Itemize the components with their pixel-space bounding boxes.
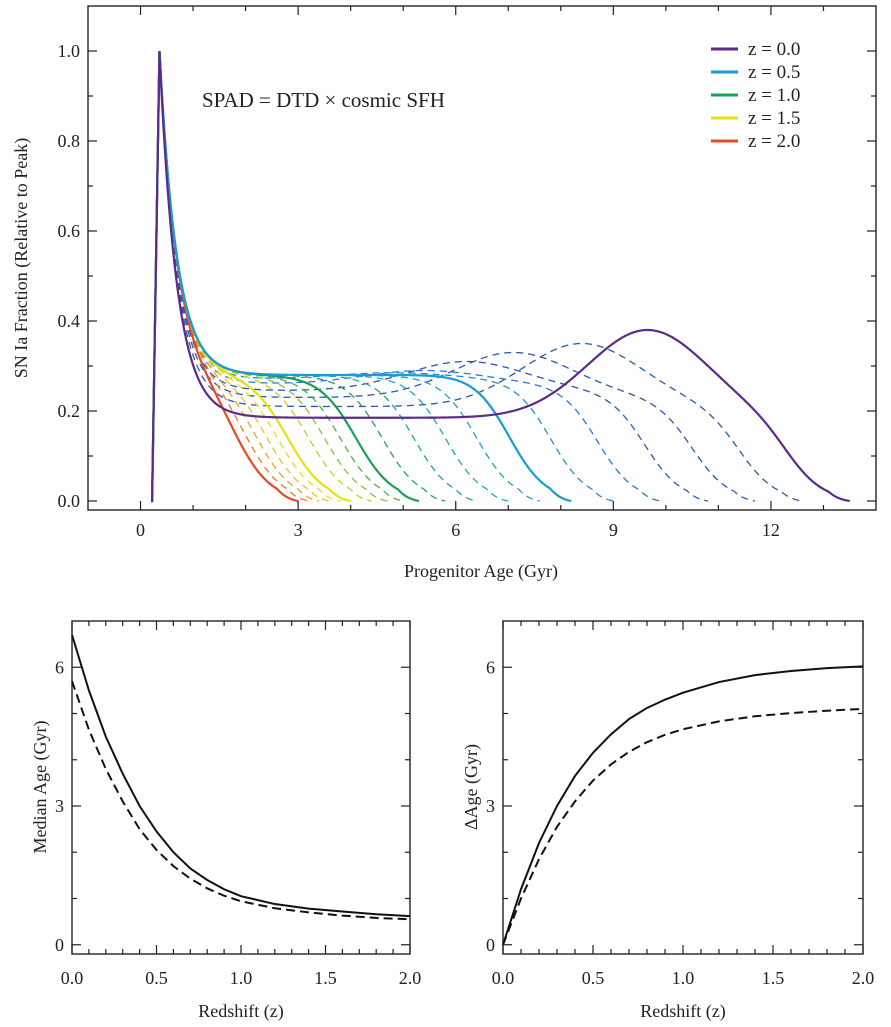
delta-age-panel: 0.0 0.5 1.0 1.5 2.0 0 3 6 Redshift (z) ΔAge (G…	[461, 620, 875, 1022]
delta-age-plot-frame	[502, 620, 864, 955]
dashed-series-line	[502, 707, 864, 946]
dashed-intermediate-curve	[151, 50, 404, 502]
legend: z = 0.0z = 0.5z = 1.0z = 1.5z = 2.0	[711, 39, 800, 152]
legend-label: z = 1.5	[748, 108, 800, 129]
median-age-x-axis-title: Redshift (z)	[198, 1001, 283, 1022]
x-tick-label: 1.0	[672, 968, 695, 988]
dashed-intermediate-curve	[151, 50, 803, 502]
x-tick-label: 2.0	[852, 968, 875, 988]
spad-annotation: SPAD = DTD × cosmic SFH	[202, 88, 445, 112]
median-age-panel: 0.0 0.5 1.0 1.5 2.0 0 3 6 Redshift (z) Median …	[30, 620, 422, 1022]
top-y-axis-title: SN Ia Fraction (Relative to Peak)	[11, 138, 32, 378]
top-x-axis-title: Progenitor Age (Gyr)	[404, 561, 558, 582]
median-age-y-ticks: 0 3 6	[55, 657, 410, 955]
legend-label: z = 0.0	[748, 39, 800, 60]
median-age-y-axis-title: Median Age (Gyr)	[30, 721, 51, 854]
y-tick-label: 0.8	[58, 131, 81, 151]
delta-age-x-axis-title: Redshift (z)	[640, 1001, 725, 1022]
dashed-intermediate-curve	[151, 50, 661, 502]
top-x-ticks: 0 3 6 9 12	[136, 6, 825, 540]
y-tick-label: 1.0	[58, 41, 81, 61]
y-tick-label: 6	[486, 657, 495, 677]
y-tick-label: 3	[55, 796, 64, 816]
dashed-intermediate-curve	[151, 50, 388, 502]
x-tick-label: 0.5	[582, 968, 605, 988]
x-tick-label: 12	[762, 520, 780, 540]
dashed-intermediate-curve	[151, 50, 756, 502]
delta-age-y-ticks: 0 3 6	[486, 657, 863, 955]
x-tick-label: 1.0	[230, 968, 253, 988]
x-tick-label: 3	[294, 520, 303, 540]
median-age-x-ticks: 0.0 0.5 1.0 1.5 2.0	[61, 621, 422, 988]
dashed-intermediate-curve	[151, 50, 540, 502]
legend-label: z = 2.0	[748, 131, 800, 152]
dashed-intermediate-curve	[151, 50, 446, 502]
dashed-intermediate-curve	[151, 50, 477, 502]
x-tick-label: 0	[136, 520, 145, 540]
series-line	[150, 50, 850, 503]
legend-label: z = 1.0	[748, 85, 800, 106]
x-tick-label: 9	[609, 520, 618, 540]
dashed-intermediate-curve	[151, 50, 341, 502]
dashed-series-line	[71, 680, 411, 921]
top-plot-frame	[87, 5, 877, 511]
x-tick-label: 6	[451, 520, 460, 540]
y-tick-label: 0.4	[58, 311, 81, 331]
delta-age-y-axis-title: ΔAge (Gyr)	[461, 744, 482, 830]
y-tick-label: 0.0	[58, 491, 81, 511]
median-age-plot-frame	[71, 620, 411, 955]
dashed-intermediate-curve	[151, 50, 372, 502]
y-tick-label: 0	[486, 935, 495, 955]
solid-series-line	[502, 665, 864, 946]
delta-age-curves	[502, 665, 864, 946]
y-tick-label: 6	[55, 657, 64, 677]
x-tick-label: 1.5	[762, 968, 785, 988]
series-line	[150, 50, 572, 503]
legend-label: z = 0.5	[748, 62, 800, 83]
top-panel: 0 3 6 9 12 0.0 0.2 0.4 0.6 0.8 1.0 SPAD = DTD × c…	[11, 5, 877, 582]
delta-age-x-ticks: 0.0 0.5 1.0 1.5 2.0	[492, 621, 875, 988]
series-line	[150, 50, 299, 503]
median-age-curves	[71, 634, 411, 921]
x-tick-label: 0.5	[145, 968, 168, 988]
y-tick-label: 3	[486, 796, 495, 816]
y-tick-label: 0	[55, 935, 64, 955]
y-tick-label: 0.2	[58, 401, 81, 421]
x-tick-label: 1.5	[314, 968, 337, 988]
top-solid-curves	[150, 50, 850, 503]
x-tick-label: 0.0	[492, 968, 515, 988]
x-tick-label: 2.0	[399, 968, 422, 988]
dashed-intermediate-curve	[151, 50, 708, 502]
dashed-intermediate-curve	[151, 50, 614, 502]
top-dashed-curves	[151, 50, 803, 502]
solid-series-line	[71, 634, 411, 918]
x-tick-label: 0.0	[61, 968, 84, 988]
dashed-intermediate-curve	[151, 50, 509, 502]
top-y-ticks: 0.0 0.2 0.4 0.6 0.8 1.0	[58, 41, 876, 511]
y-tick-label: 0.6	[58, 221, 81, 241]
